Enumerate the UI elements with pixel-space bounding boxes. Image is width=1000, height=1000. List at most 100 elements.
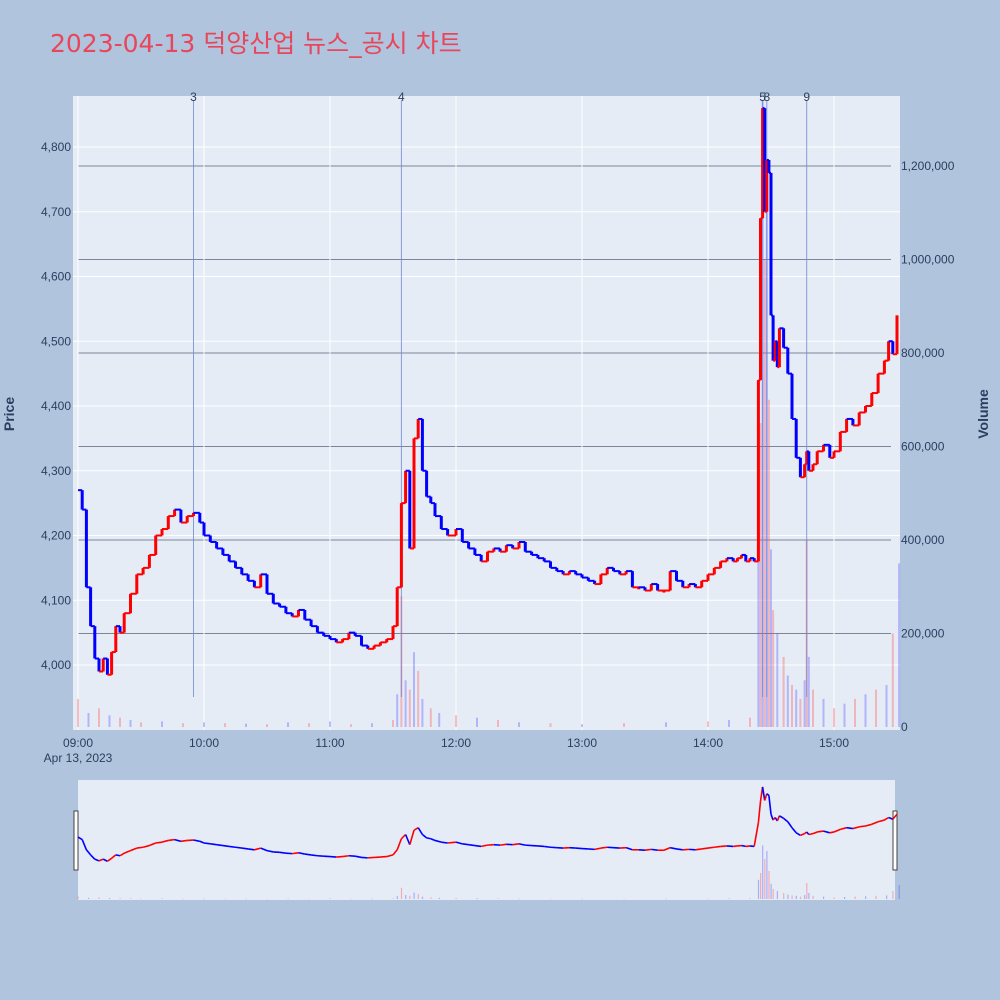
price-candle	[391, 626, 395, 640]
price-candle	[404, 470, 408, 504]
price-candle	[221, 548, 225, 555]
price-candle	[498, 548, 502, 552]
volume-bar	[77, 698, 79, 727]
price-candle	[315, 626, 319, 633]
price-candle	[93, 626, 97, 659]
mini-price-segment	[877, 819, 885, 823]
mini-volume-bar	[757, 879, 760, 899]
x-axis-date-label: Apr 13, 2023	[44, 751, 113, 765]
price-candle	[790, 373, 794, 419]
price-candle	[549, 561, 552, 568]
mini-price-segment	[892, 813, 898, 820]
y-tick-label: 4,600	[41, 270, 71, 284]
news-marker-label: 9	[803, 90, 810, 104]
range-slider-area[interactable]	[78, 780, 895, 900]
price-candle	[523, 541, 527, 552]
price-candle	[215, 541, 219, 549]
y2-tick-label: 600,000	[901, 440, 945, 454]
mini-volume-bar	[497, 898, 499, 899]
price-candle	[240, 567, 244, 575]
volume-bar	[807, 656, 810, 727]
volume-bar	[728, 719, 730, 727]
mini-volume-bar	[791, 895, 793, 899]
mini-price-segment	[180, 839, 188, 843]
volume-bar	[795, 689, 798, 727]
mini-price-segment	[130, 847, 138, 852]
volume-bar	[350, 724, 352, 727]
price-candle	[887, 341, 891, 361]
news-marker-layer: 3 4 58 9	[190, 90, 810, 697]
price-candle	[542, 558, 546, 562]
mini-price-segment	[804, 831, 808, 835]
y2-tick-label: 0	[901, 720, 908, 734]
mini-volume-bar	[109, 898, 111, 899]
price-candle	[765, 159, 769, 212]
mini-price-segment	[434, 839, 442, 843]
volume-bar	[224, 723, 226, 727]
mini-volume-bar	[77, 896, 79, 899]
mini-price-segment	[235, 846, 242, 849]
price-candle	[882, 360, 886, 374]
price-candle	[84, 509, 88, 588]
price-candle	[234, 561, 237, 568]
price-candle	[467, 541, 471, 549]
mini-price-segment	[651, 848, 658, 852]
volume-bar	[266, 724, 268, 727]
price-candle	[845, 418, 849, 432]
mini-volume-bar	[844, 897, 846, 899]
price-candle	[828, 444, 832, 458]
x-tick-label: 12:00	[441, 736, 471, 750]
price-candle	[114, 626, 118, 653]
mini-price-segment	[413, 827, 419, 831]
mini-volume-bar	[892, 891, 894, 899]
volume-bar	[759, 423, 762, 727]
mini-volume-bar	[203, 898, 205, 900]
price-candle	[101, 658, 105, 672]
price-candle	[805, 451, 809, 465]
price-candle	[429, 496, 433, 504]
range-slider-handle-right[interactable]	[892, 810, 898, 871]
price-candle	[504, 545, 508, 552]
mini-price-segment	[829, 831, 835, 834]
price-candle	[586, 577, 590, 581]
mini-price-segment	[241, 847, 249, 850]
y-tick-label: 4,200	[41, 529, 71, 543]
price-candle	[460, 529, 464, 542]
mini-price-segment	[462, 843, 469, 846]
mini-volume-bar	[329, 898, 331, 900]
mini-price-segment	[119, 852, 125, 857]
y-axis-title: Price	[1, 397, 17, 431]
mini-price-segment	[106, 857, 113, 862]
mini-volume-bar	[760, 873, 762, 899]
x-tick-label: 14:00	[693, 736, 723, 750]
mini-price-segment	[98, 858, 104, 862]
mini-price-segment	[142, 844, 150, 849]
price-candle	[408, 470, 412, 549]
volume-bar	[417, 670, 420, 727]
mini-volume-bar	[455, 898, 457, 899]
mini-volume-bar	[413, 892, 415, 899]
mini-volume-bar	[854, 896, 856, 899]
volume-bar	[623, 723, 625, 727]
y2-tick-label: 1,000,000	[901, 253, 955, 267]
price-candle	[328, 635, 332, 640]
price-candle	[574, 571, 578, 575]
mini-price-segment	[310, 854, 318, 857]
mini-price-segment	[791, 827, 797, 834]
mini-price-segment	[216, 843, 224, 847]
volume-bar	[108, 715, 111, 727]
y2-tick-label: 200,000	[901, 627, 945, 641]
mini-volume-bar	[308, 898, 310, 900]
price-candle	[198, 512, 202, 523]
volume-bar	[782, 656, 785, 727]
price-candle	[341, 639, 345, 643]
price-candle	[649, 584, 653, 591]
price-candle	[246, 574, 250, 581]
volume-bar	[518, 722, 520, 727]
mini-price-segment	[474, 844, 482, 848]
range-slider-handle-left[interactable]	[73, 810, 79, 871]
volume-bar	[549, 723, 552, 727]
volume-bar	[87, 712, 90, 727]
price-candle	[160, 529, 164, 536]
mini-price-segment	[149, 842, 157, 847]
